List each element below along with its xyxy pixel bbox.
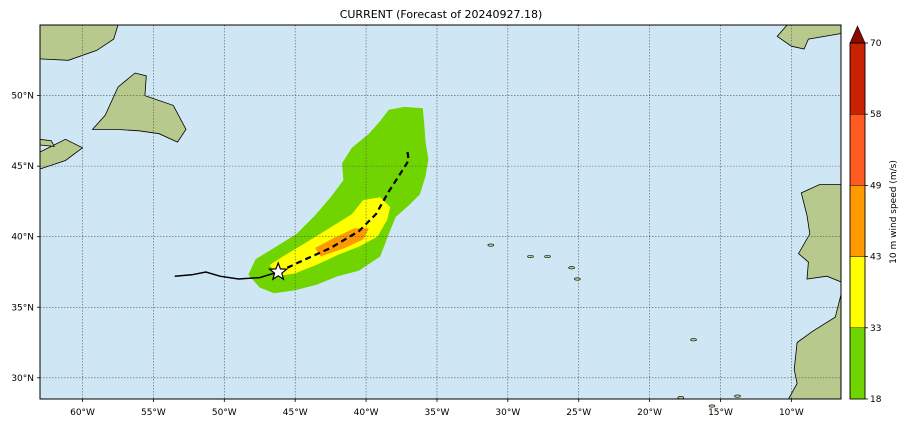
x-tick-label: 55°W bbox=[141, 408, 166, 418]
colorbar-segment bbox=[849, 256, 866, 329]
island-6 bbox=[677, 396, 685, 400]
colorbar-segment bbox=[849, 42, 866, 115]
land-masses bbox=[39, 24, 842, 408]
longitude-ticks: 60°W 55°W 50°W 45°W 40°W 35°W 30°W 25°W 20°W 15°W… bbox=[70, 399, 804, 418]
colorbar-tick-label: 58 bbox=[870, 110, 882, 120]
colorbar-frame bbox=[849, 42, 866, 400]
latitude-ticks: 30°N 35°N 40°N 45°N 50°N bbox=[11, 92, 40, 384]
map-frame bbox=[39, 24, 842, 400]
island-5 bbox=[690, 338, 697, 342]
x-tick-label: 60°W bbox=[70, 408, 95, 418]
island-3 bbox=[568, 266, 575, 270]
colorbar-segment bbox=[849, 185, 866, 257]
y-tick-label: 35°N bbox=[11, 303, 34, 313]
colorbar-tick-label: 18 bbox=[870, 395, 882, 405]
x-tick-label: 30°W bbox=[495, 408, 520, 418]
island-4 bbox=[574, 277, 581, 281]
x-tick-label: 25°W bbox=[566, 408, 591, 418]
x-tick-label: 45°W bbox=[283, 408, 308, 418]
island-2 bbox=[544, 254, 551, 258]
colorbar-tick-label: 70 bbox=[870, 39, 882, 49]
wind-band-18-33 bbox=[248, 106, 429, 294]
island-0 bbox=[487, 243, 495, 247]
colorbar-segment bbox=[849, 113, 866, 186]
y-tick-label: 40°N bbox=[11, 233, 34, 243]
x-tick-label: 35°W bbox=[425, 408, 450, 418]
x-tick-label: 50°W bbox=[212, 408, 237, 418]
x-tick-label: 10°W bbox=[779, 408, 804, 418]
ocean-background bbox=[40, 25, 841, 399]
colorbar-tick-label: 49 bbox=[870, 181, 882, 191]
colorbar: 18 33 43 49 58 70 bbox=[849, 25, 882, 405]
current-position-star-icon bbox=[267, 261, 289, 281]
colorbar-title: 10 m wind speed (m/s) bbox=[889, 160, 899, 264]
land-newfoundland bbox=[91, 72, 187, 143]
colorbar-tick-label: 33 bbox=[870, 324, 881, 334]
map-gridlines bbox=[40, 25, 841, 399]
y-tick-label: 30°N bbox=[11, 374, 34, 384]
island-1 bbox=[527, 254, 534, 258]
past-track-line bbox=[174, 271, 279, 280]
x-tick-label: 20°W bbox=[637, 408, 662, 418]
x-tick-label: 15°W bbox=[708, 408, 733, 418]
colorbar-extend-arrow bbox=[849, 25, 866, 44]
island-8 bbox=[734, 394, 741, 398]
chart-title: CURRENT (Forecast of 20240927.18) bbox=[340, 8, 543, 21]
storm-track bbox=[174, 149, 410, 281]
colorbar-segment bbox=[849, 327, 866, 400]
island-7 bbox=[708, 404, 716, 408]
colorbar-tick-label: 43 bbox=[870, 253, 881, 263]
x-tick-label: 40°W bbox=[354, 408, 379, 418]
wind-band-33-43 bbox=[269, 197, 391, 277]
land-iberia bbox=[797, 184, 842, 283]
forecast-track-line bbox=[277, 149, 410, 273]
y-tick-label: 45°N bbox=[11, 162, 34, 172]
y-tick-label: 50°N bbox=[11, 92, 34, 102]
